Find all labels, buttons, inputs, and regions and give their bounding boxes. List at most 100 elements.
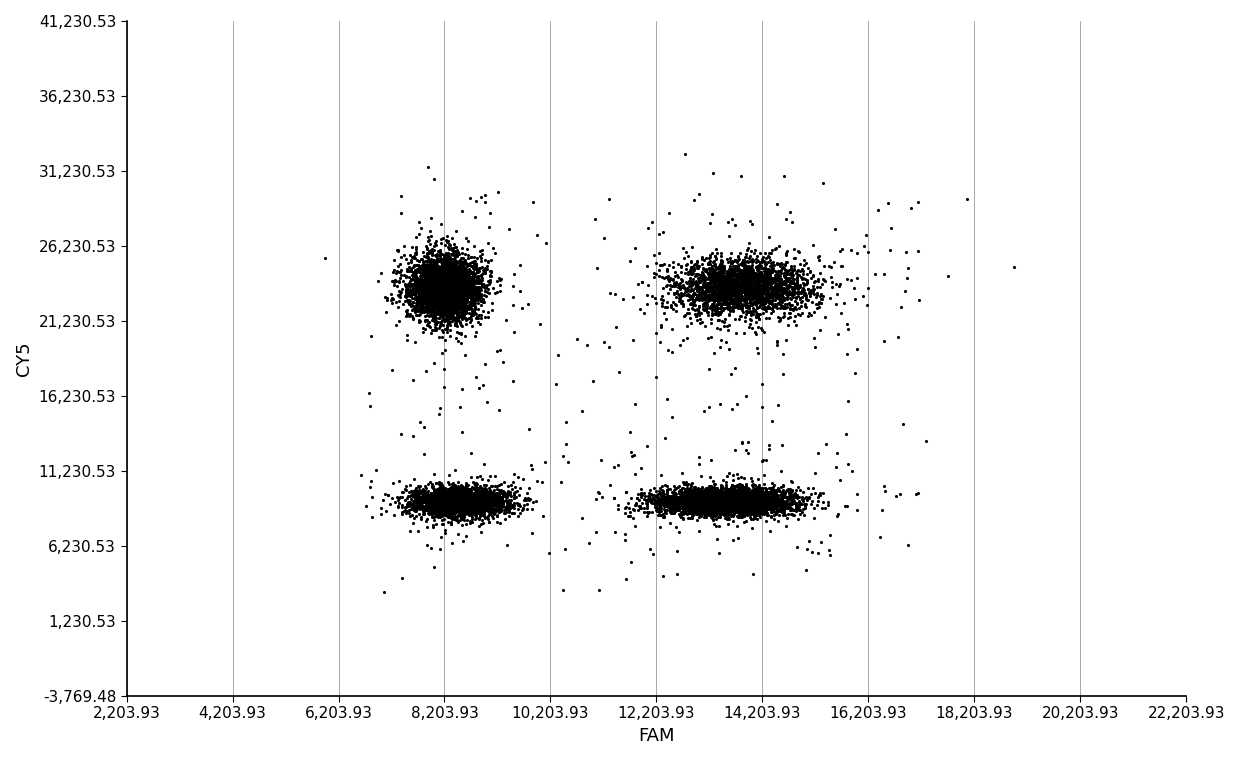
Point (723, 293, 743, 305)
Point (446, 283, 466, 295)
Point (460, 192, 480, 204)
Point (440, 239, 460, 252)
Point (758, 506, 777, 518)
Point (463, 499, 482, 511)
Point (425, 504, 445, 516)
Point (461, 493, 481, 505)
Point (436, 302, 456, 314)
Point (760, 502, 780, 515)
Point (434, 303, 454, 315)
Point (470, 480, 490, 492)
Point (755, 500, 775, 512)
Point (423, 300, 443, 312)
Point (728, 276, 748, 288)
Point (475, 267, 495, 279)
Point (443, 290, 463, 302)
Point (450, 493, 470, 505)
Point (780, 483, 800, 495)
Point (427, 258, 446, 270)
Point (432, 256, 451, 268)
Point (732, 292, 751, 304)
Point (732, 484, 751, 496)
Point (706, 496, 725, 508)
Point (459, 271, 479, 283)
Point (719, 492, 739, 505)
Point (717, 492, 737, 504)
Point (693, 503, 713, 515)
Point (440, 264, 460, 277)
Point (706, 513, 725, 525)
Point (448, 287, 467, 299)
Point (672, 489, 692, 502)
Point (704, 494, 724, 506)
Point (729, 508, 749, 520)
Point (723, 492, 743, 504)
Point (775, 264, 795, 276)
Point (430, 281, 450, 293)
Point (458, 493, 477, 505)
Point (781, 504, 801, 516)
Point (418, 302, 438, 315)
Point (486, 496, 506, 508)
Point (448, 494, 467, 506)
Point (637, 500, 657, 512)
Point (451, 278, 471, 290)
Point (427, 509, 446, 521)
Point (491, 491, 511, 503)
Point (668, 495, 688, 507)
Point (396, 271, 415, 283)
Point (707, 488, 727, 500)
Point (433, 489, 453, 501)
Point (402, 500, 422, 512)
Point (656, 280, 676, 292)
Point (414, 486, 434, 499)
Point (708, 492, 728, 504)
Point (708, 297, 728, 309)
Point (557, 439, 577, 451)
Point (451, 294, 471, 306)
Point (427, 291, 446, 303)
Point (725, 495, 745, 507)
Point (722, 492, 742, 504)
Point (438, 298, 458, 310)
Point (737, 496, 756, 508)
Point (456, 486, 476, 499)
Point (779, 273, 799, 285)
Point (653, 508, 673, 521)
Point (429, 264, 449, 277)
Point (434, 500, 454, 512)
Point (704, 505, 724, 517)
Point (742, 491, 761, 503)
Point (453, 277, 472, 290)
Point (714, 507, 734, 519)
Point (405, 287, 425, 299)
Point (719, 500, 739, 512)
Point (443, 290, 463, 302)
Point (453, 506, 472, 518)
Point (410, 277, 430, 290)
Point (454, 278, 474, 290)
Point (708, 496, 728, 508)
Point (420, 268, 440, 280)
Point (768, 489, 787, 502)
Point (729, 272, 749, 284)
Point (439, 268, 459, 280)
Point (438, 278, 458, 290)
Point (749, 501, 769, 513)
Point (489, 499, 508, 511)
Point (732, 294, 751, 306)
Point (682, 496, 702, 508)
Point (444, 312, 464, 324)
Point (694, 497, 714, 509)
Point (451, 296, 471, 309)
Point (703, 499, 723, 511)
Point (743, 291, 763, 303)
Point (456, 306, 476, 318)
Point (699, 491, 719, 503)
Point (781, 270, 801, 282)
Point (745, 292, 765, 304)
Point (692, 486, 712, 498)
Point (446, 266, 466, 278)
Point (697, 500, 717, 512)
Point (410, 281, 430, 293)
